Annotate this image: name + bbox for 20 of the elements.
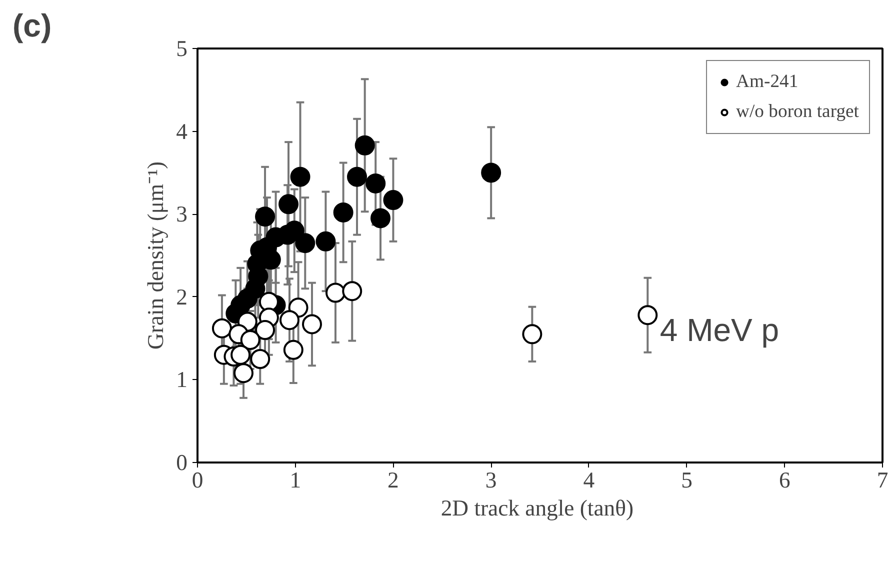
legend-label: Am-241 bbox=[736, 71, 798, 93]
y-tick-label: 0 bbox=[176, 450, 188, 475]
y-tick-label: 5 bbox=[176, 36, 188, 61]
x-tick-label: 0 bbox=[192, 468, 204, 492]
x-tick-label: 6 bbox=[778, 468, 790, 492]
x-tick-label: 3 bbox=[485, 468, 497, 492]
y-tick-label: 3 bbox=[176, 202, 188, 227]
y-axis-title: Grain density (μm⁻¹) bbox=[143, 161, 168, 350]
x-tick-label: 7 bbox=[876, 468, 888, 492]
x-tick-label: 2 bbox=[388, 468, 399, 492]
y-tick-label: 4 bbox=[176, 118, 188, 144]
x-tick-label: 4 bbox=[583, 468, 595, 492]
y-tick-label: 1 bbox=[176, 367, 188, 392]
x-tick-label: 5 bbox=[681, 468, 692, 492]
legend-label: w/o boron target bbox=[736, 101, 859, 123]
x-axis-title: 2D track angle (tanθ) bbox=[440, 496, 634, 520]
y-tick-label: 2 bbox=[176, 284, 188, 310]
annotation: 4 MeV p bbox=[660, 312, 780, 348]
x-tick-label: 1 bbox=[290, 468, 302, 492]
text: (c) bbox=[12, 8, 52, 44]
